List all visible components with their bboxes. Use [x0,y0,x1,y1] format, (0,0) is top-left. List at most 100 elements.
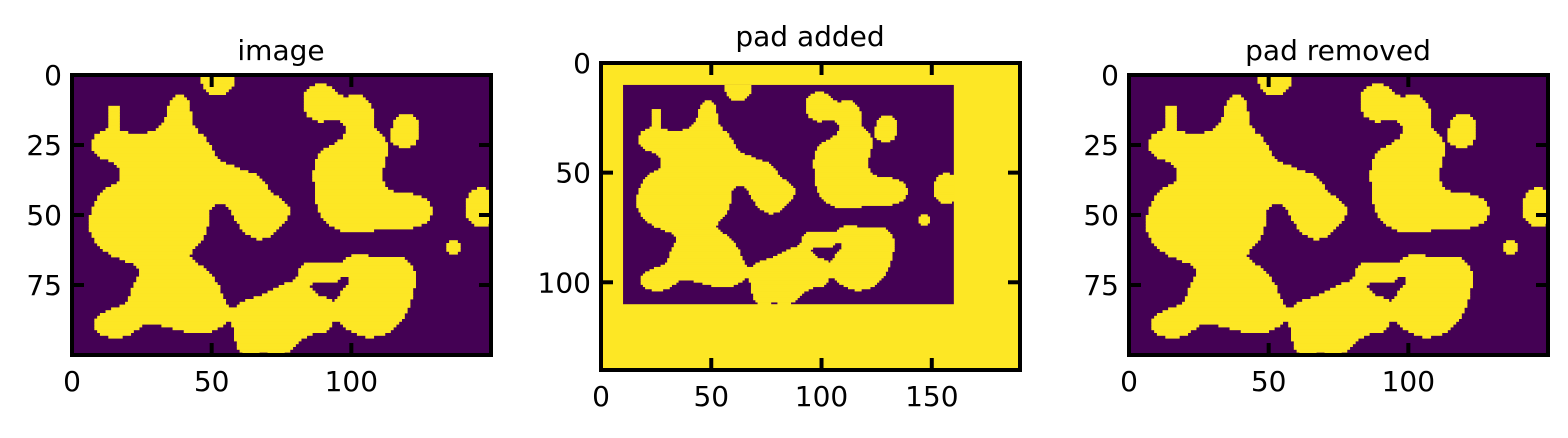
heatmap-cell-run [231,321,333,325]
heatmap-cell-run [303,105,372,109]
heatmap-cell-run [830,203,893,206]
heatmap-cell-run [1162,310,1465,314]
heatmap-cell-run [1372,189,1451,193]
heatmap-cell-run [175,94,185,98]
heatmap-cell-run [1165,108,1177,112]
heatmap-cell-run [127,296,224,300]
heatmap-cell-run [1226,100,1247,104]
heatmap-cell-run [656,152,745,156]
heatmap-cell-run [1151,240,1258,244]
heatmap-cell-run [645,218,721,222]
heatmap-cell-run [225,203,288,207]
heatmap-cell-run [1291,335,1365,339]
heatmap-cell-run [936,196,955,200]
heatmap-cell-run [1302,231,1331,235]
heatmap-cell-run [874,126,897,130]
heatmap-cell-run [166,114,193,118]
heatmap-cell-run [834,277,882,281]
y-tick-label: 25 [26,129,62,162]
heatmap-cell-run [1447,128,1476,132]
heatmap-cell-run [814,181,904,184]
heatmap-cell-run [669,253,741,257]
heatmap-cell-run [1148,142,1267,146]
heatmap-cell-run [834,255,893,259]
heatmap-cell-run [878,117,895,121]
y-tick-label: 25 [1083,129,1119,162]
heatmap-cell-run [317,209,433,213]
heatmap-cell-run [312,175,383,179]
heatmap-cell-run [1156,156,1275,160]
heatmap-cell-run [208,91,227,95]
heatmap-cell-run [638,192,732,195]
heatmap-cell-run [465,198,492,202]
heatmap-cell-run [340,293,414,297]
heatmap-cell-run [250,234,271,238]
heatmap-area [601,63,1020,370]
heatmap-cell-run [1374,206,1490,210]
heatmap-cell-run [1156,131,1186,135]
heatmap-cell-run [468,217,492,221]
heatmap-cell-run [303,103,372,107]
heatmap-cell-run [1193,265,1261,269]
heatmap-cell-run [136,276,215,280]
heatmap-cell-run [323,147,389,151]
heatmap-cell-run [303,97,366,101]
heatmap-cell-run [642,181,789,184]
heatmap-cell-run [636,205,730,209]
heatmap-cell-run [108,108,120,112]
heatmap-cell-run [1391,142,1446,146]
heatmap-cell-run [764,209,781,213]
heatmap-cell-run [465,209,492,213]
heatmap-cell-run [155,128,199,132]
heatmap-cell-run [814,177,893,180]
heatmap-cell-run [839,227,886,231]
heatmap-cell-run [700,104,717,108]
heatmap-cell-run [108,105,120,109]
heatmap-cell-run [1223,111,1250,115]
heatmap-cell-run [704,100,712,103]
heatmap-area [1129,75,1549,356]
heatmap-cell-run [116,164,235,168]
heatmap-cell-run [1221,119,1250,123]
heatmap-cell-run [449,251,458,255]
heatmap-cell-run [340,290,414,294]
heatmap-cell-run [97,195,280,199]
heatmap-cell-run [1204,131,1256,135]
heatmap-cell-run [651,223,719,226]
heatmap-cell-run [113,161,227,165]
heatmap-cell-run [471,189,492,193]
heatmap-cell-run [234,338,302,342]
heatmap-cell-run [1176,304,1286,308]
heatmap-cell-run [91,139,207,143]
heatmap-cell-run [642,216,723,220]
heatmap-cell-run [133,262,199,266]
heatmap-cell-run [640,183,792,187]
heatmap-cell-run [1154,243,1256,247]
heatmap-cell-run [1302,299,1390,303]
heatmap-cell-run [315,159,386,163]
heatmap-cell-run [1145,220,1267,224]
heatmap-cell-run [642,273,886,277]
heatmap-cell-run [348,282,416,286]
heatmap-cell-run [1355,271,1473,275]
y-tick-label: 0 [1101,59,1119,92]
heatmap-cell-run [183,329,213,333]
heatmap-cell-run [682,128,723,132]
heatmap-cell-run [342,324,397,328]
heatmap-cell-run [832,258,893,261]
heatmap-cell-run [1190,282,1275,286]
heatmap-cell-run [744,185,794,189]
heatmap-cell-run [1148,147,1270,151]
heatmap-cell-run [127,299,227,303]
heatmap-cell-run [1372,159,1443,163]
heatmap-cell-run [841,247,895,250]
heatmap-cell-run [728,95,747,99]
heatmap-cell-run [640,280,679,283]
heatmap-cell-run [267,290,316,294]
heatmap-cell-run [808,115,862,119]
heatmap-cell-run [1285,206,1348,210]
heatmap-cell-run [1447,131,1476,135]
heatmap-cell-run [130,290,221,294]
heatmap-cell-run [942,172,950,176]
heatmap-cell-run [1447,136,1476,140]
